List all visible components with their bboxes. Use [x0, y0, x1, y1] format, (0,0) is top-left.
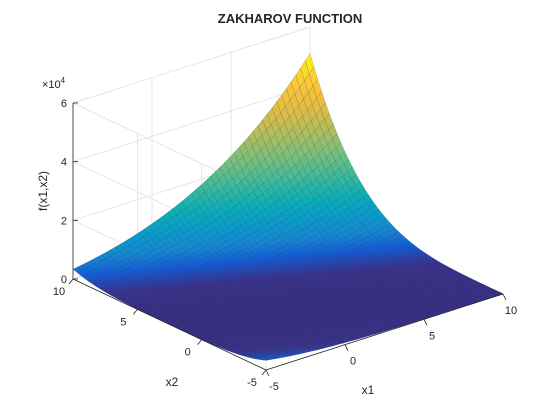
- y-tick-mark: [133, 309, 138, 315]
- wall-grid-line: [72, 85, 311, 162]
- y-tick-label: -5: [247, 377, 257, 389]
- y-tick-label: 10: [53, 286, 65, 298]
- y-tick-mark: [197, 339, 202, 345]
- z-tick-label: 0: [61, 274, 67, 286]
- x-tick-label: -5: [269, 381, 279, 393]
- x-axis-line: [265, 293, 504, 371]
- y-axis-label: x2: [166, 375, 179, 389]
- x-tick-label: 0: [350, 356, 356, 368]
- x-tick-mark: [502, 293, 507, 301]
- y-tick-label: 0: [185, 347, 191, 359]
- x-tick-label: 5: [429, 330, 435, 342]
- z-tick-label: 2: [61, 215, 67, 227]
- x-tick-label: 10: [505, 305, 517, 317]
- z-exponent-label: ×104: [42, 76, 66, 91]
- surface-mesh: [72, 53, 504, 361]
- axes-frame: [68, 102, 507, 377]
- y-tick-mark: [68, 278, 74, 285]
- surface-facet: [262, 358, 271, 361]
- x-tick-mark: [423, 319, 428, 326]
- x-tick-mark: [344, 344, 349, 351]
- x-tick-mark: [265, 369, 270, 377]
- z-axis-label: f(x1,x2): [36, 171, 50, 211]
- y-axis-line: [72, 278, 267, 371]
- x-axis-label: x1: [362, 383, 375, 397]
- z-tick-label: 6: [61, 98, 67, 110]
- y-tick-mark: [261, 369, 267, 376]
- y-tick-label: 5: [120, 316, 126, 328]
- wall-grid-line: [72, 26, 311, 104]
- z-tick-label: 4: [61, 157, 67, 169]
- chart-title: ZAKHAROV FUNCTION: [218, 11, 362, 26]
